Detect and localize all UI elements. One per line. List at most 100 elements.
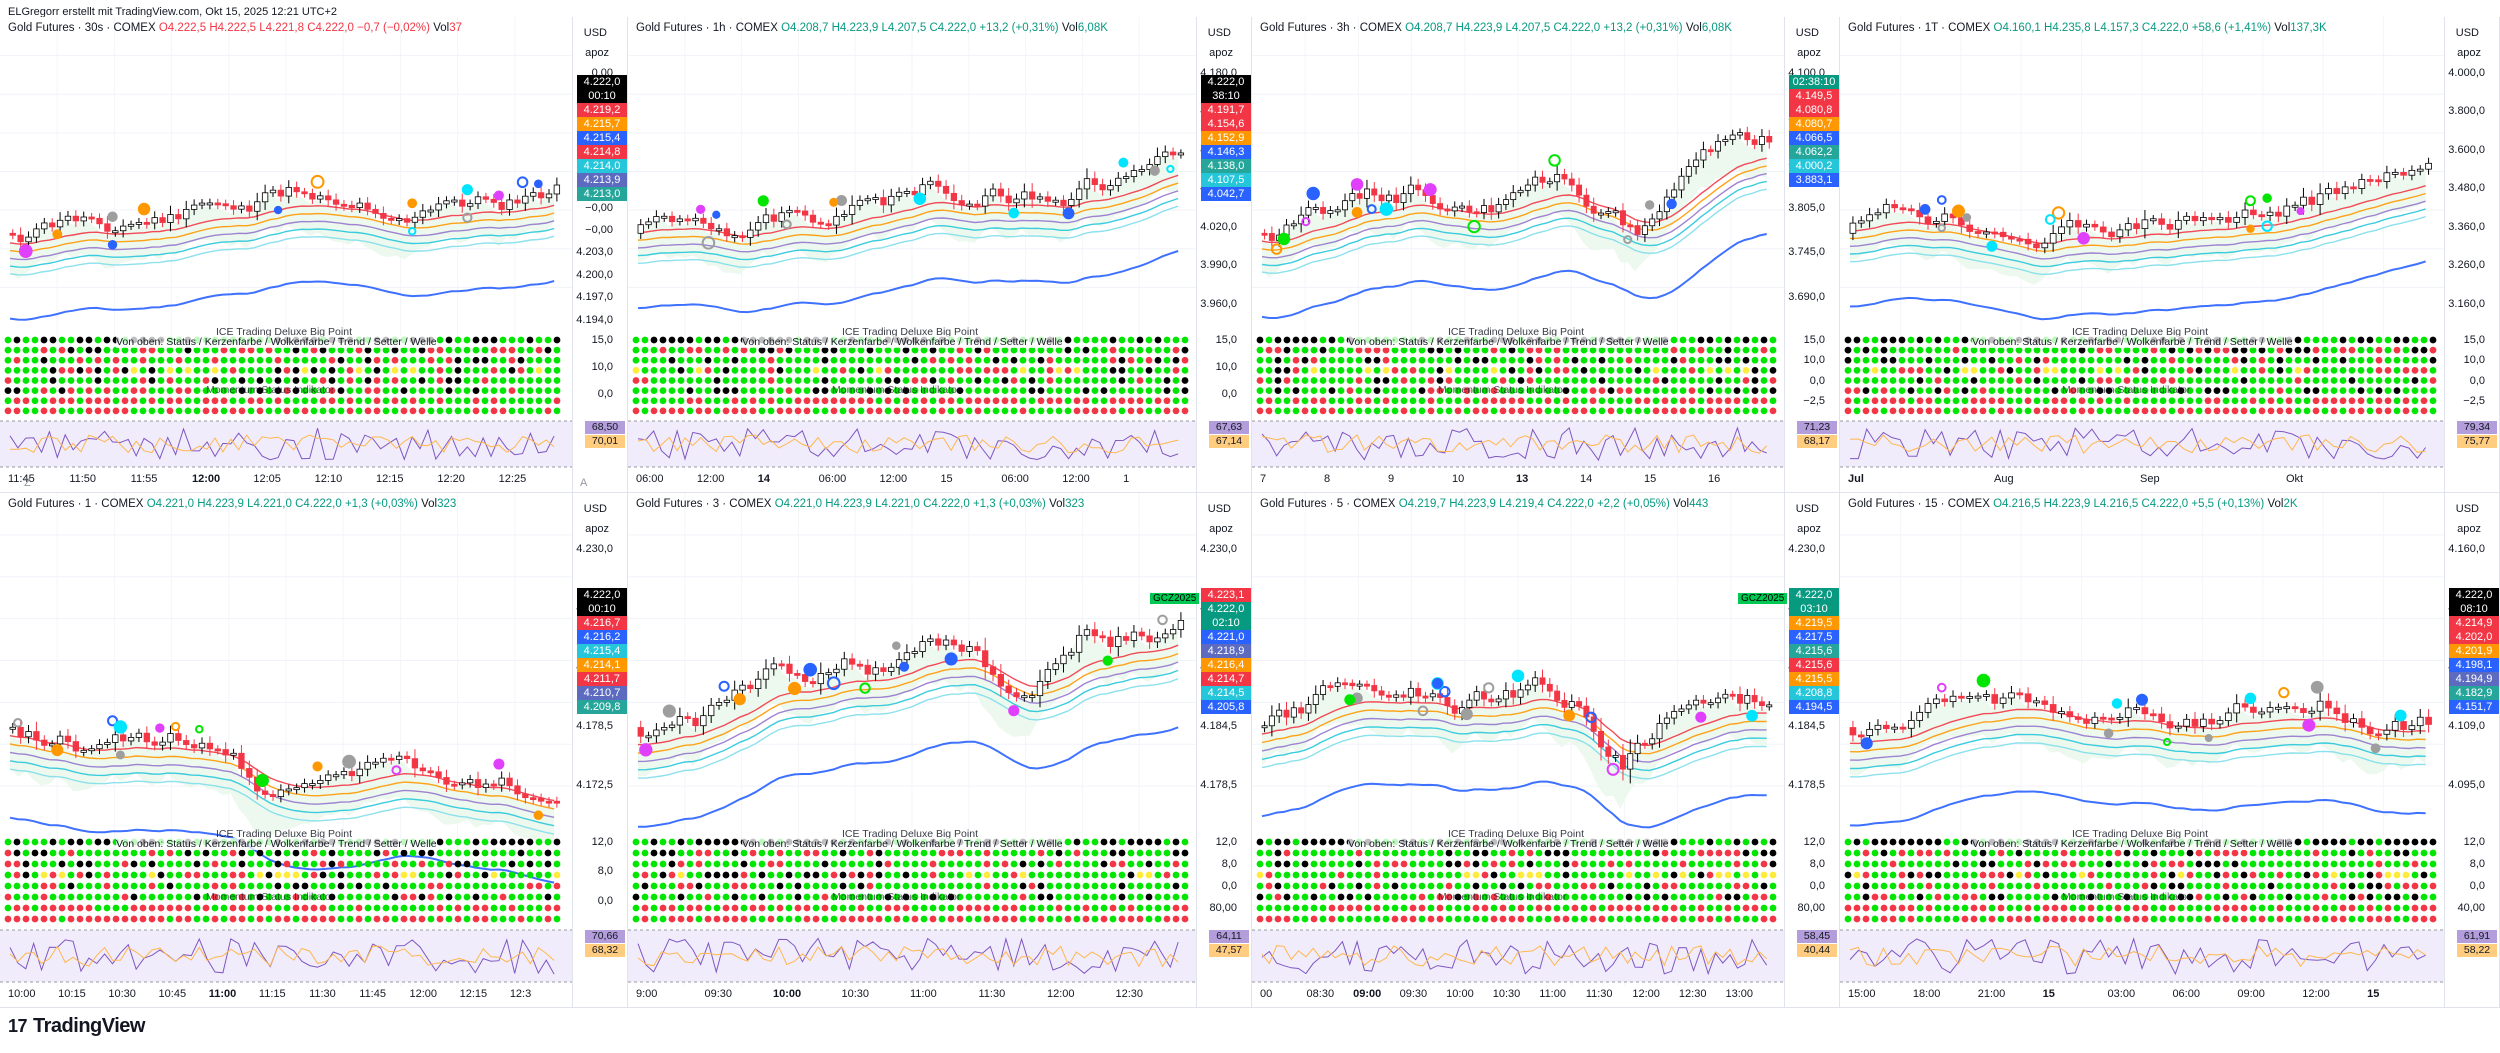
time-axis-label: 11:00 bbox=[208, 988, 237, 1000]
candle bbox=[1983, 227, 1990, 239]
currency-label[interactable]: USD bbox=[2455, 503, 2479, 515]
price-label: 08:10 bbox=[2449, 602, 2499, 616]
candle bbox=[1916, 705, 1923, 728]
candle bbox=[1068, 648, 1075, 660]
chart-pane[interactable]: Gold Futures · 30s · COMEX O4.222,5 H4.2… bbox=[0, 17, 628, 493]
scale-mode-label[interactable]: apoz bbox=[2457, 523, 2481, 535]
zoom-z-button[interactable]: Z bbox=[24, 477, 31, 489]
price-scale[interactable]: USD apoz4.100,03.940,03.865,03.805,03.74… bbox=[1784, 17, 1839, 492]
price-scale[interactable]: USD apoz4.180,04.140,04.100,04.060,04.02… bbox=[1196, 17, 1251, 492]
candle bbox=[2158, 706, 2165, 729]
momentum-label: Momentum Status Indikator bbox=[206, 890, 335, 903]
moving-average-line bbox=[1261, 780, 1767, 829]
ohlc-low: L4.207,5 bbox=[1505, 22, 1551, 34]
price-scale[interactable]: USD apoz 4.000,0 3.800,0 3.600,0 3.480,0 3.36… bbox=[2444, 17, 2499, 492]
chart-pane[interactable]: Gold Futures · 1T · COMEX O4.160,1 H4.23… bbox=[1840, 17, 2500, 493]
pane-title[interactable]: Gold Futures · 30s · COMEX O4.222,5 H4.2… bbox=[8, 22, 462, 34]
scale-mode-label[interactable]: apoz bbox=[1797, 523, 1821, 535]
chart-pane[interactable]: Gold Futures · 3 · COMEX O4.221,0 H4.223… bbox=[628, 493, 1252, 1008]
tradingview-logo[interactable]: 17 TradingView bbox=[8, 1015, 145, 1038]
price-chart[interactable] bbox=[628, 493, 1252, 1008]
price-chart[interactable] bbox=[0, 17, 628, 493]
chart-pane[interactable]: Gold Futures · 3h · COMEX O4.208,7 H4.22… bbox=[1252, 17, 1840, 493]
pane-title[interactable]: Gold Futures · 1 · COMEX O4.221,0 H4.223… bbox=[8, 498, 456, 510]
time-axis-label: 9 bbox=[1388, 473, 1395, 485]
signal-dot bbox=[462, 212, 473, 223]
currency-label[interactable]: USD bbox=[1795, 27, 1819, 39]
signal-dot bbox=[1460, 708, 1473, 721]
candle bbox=[1276, 703, 1283, 723]
candle bbox=[2316, 183, 2324, 215]
currency-label[interactable]: USD bbox=[2455, 27, 2479, 39]
currency-label[interactable]: USD bbox=[1795, 503, 1819, 515]
pane-title[interactable]: Gold Futures · 3h · COMEX O4.208,7 H4.22… bbox=[1260, 22, 1732, 34]
candle bbox=[1857, 731, 1865, 741]
pane-title[interactable]: Gold Futures · 3 · COMEX O4.221,0 H4.223… bbox=[636, 498, 1084, 510]
candle bbox=[372, 758, 379, 769]
signal-dot bbox=[2111, 698, 2123, 709]
signal-dot bbox=[533, 810, 544, 820]
pane-title[interactable]: Gold Futures · 1h · COMEX O4.208,7 H4.22… bbox=[636, 22, 1108, 34]
candle bbox=[1958, 692, 1965, 703]
tradingview-logo-text: TradingView bbox=[33, 1015, 145, 1037]
price-scale[interactable]: USD apoz4.230,04.190,54.184,54.178,54.17… bbox=[572, 493, 627, 1007]
scale-mode-label[interactable]: apoz bbox=[585, 523, 609, 535]
price-chart[interactable] bbox=[1252, 17, 1840, 493]
candle bbox=[966, 640, 973, 658]
rsi-value-label: 68,50 bbox=[585, 421, 625, 434]
candle bbox=[1429, 689, 1436, 702]
candle bbox=[833, 663, 840, 679]
price-chart[interactable] bbox=[628, 17, 1252, 493]
auto-scale-button[interactable]: A bbox=[580, 477, 588, 489]
pane-title[interactable]: Gold Futures · 15 · COMEX O4.216,5 H4.22… bbox=[1848, 498, 2298, 510]
price-label: 4.214,0 bbox=[577, 159, 627, 173]
rsi-line bbox=[9, 937, 555, 975]
rsi-line bbox=[9, 427, 555, 461]
candle bbox=[1334, 677, 1341, 692]
scale-mode-label[interactable]: apoz bbox=[1209, 47, 1233, 59]
currency-label[interactable]: USD bbox=[1207, 503, 1231, 515]
moving-average-line bbox=[1261, 715, 1767, 763]
price-chart[interactable] bbox=[1252, 493, 1840, 1008]
scale-mode-label[interactable]: apoz bbox=[1209, 523, 1233, 535]
time-axis-label: 7 bbox=[1260, 473, 1267, 485]
candle bbox=[1091, 171, 1098, 192]
rsi-value-label: 67,14 bbox=[1209, 435, 1249, 448]
candle bbox=[2099, 221, 2107, 238]
price-scale[interactable]: USD apoz0,000,000,000,00−0,00−0,00−0,00−… bbox=[572, 17, 627, 492]
candle bbox=[41, 735, 48, 751]
currency-label[interactable]: USD bbox=[583, 503, 607, 515]
candle bbox=[1722, 688, 1729, 704]
price-scale[interactable]: USD apoz4.160,04.140,04.125,04.109,04.09… bbox=[2444, 493, 2499, 1007]
candle bbox=[104, 738, 111, 749]
price-scale[interactable]: USD apoz4.230,04.196,54.190,54.184,54.17… bbox=[1784, 493, 1839, 1007]
scale-mode-label[interactable]: apoz bbox=[2457, 47, 2481, 59]
ohlc-open: O4.208,7 bbox=[1405, 22, 1453, 34]
currency-label[interactable]: USD bbox=[583, 27, 607, 39]
pane-title[interactable]: Gold Futures · 1T · COMEX O4.160,1 H4.23… bbox=[1848, 22, 2327, 34]
signal-dot bbox=[2296, 207, 2305, 216]
moving-average-line bbox=[1261, 698, 1767, 747]
signal-dot bbox=[1270, 243, 1283, 255]
candle bbox=[2174, 721, 2182, 733]
chart-pane[interactable]: Gold Futures · 5 · COMEX O4.219,7 H4.223… bbox=[1252, 493, 1840, 1008]
price-label: 4.107,5 bbox=[1201, 173, 1251, 187]
candle bbox=[1052, 196, 1059, 206]
trend-cloud bbox=[638, 155, 1179, 275]
price-chart[interactable] bbox=[1840, 493, 2500, 1008]
price-chart[interactable] bbox=[1840, 17, 2500, 493]
chart-pane[interactable]: Gold Futures · 1h · COMEX O4.208,7 H4.22… bbox=[628, 17, 1252, 493]
candle bbox=[1107, 179, 1114, 196]
candle bbox=[2258, 707, 2266, 719]
pane-title[interactable]: Gold Futures · 5 · COMEX O4.219,7 H4.223… bbox=[1260, 498, 1708, 510]
price-scale[interactable]: USD apoz4.230,04.196,54.190,54.184,54.17… bbox=[1196, 493, 1251, 1007]
currency-label[interactable]: USD bbox=[1207, 27, 1231, 39]
chart-pane[interactable]: Gold Futures · 1 · COMEX O4.221,0 H4.223… bbox=[0, 493, 628, 1008]
rsi-signal-line bbox=[9, 945, 555, 967]
candle bbox=[1882, 198, 1890, 219]
candle bbox=[997, 664, 1004, 697]
chart-pane[interactable]: Gold Futures · 15 · COMEX O4.216,5 H4.22… bbox=[1840, 493, 2500, 1008]
scale-mode-label[interactable]: apoz bbox=[1797, 47, 1821, 59]
scale-mode-label[interactable]: apoz bbox=[585, 47, 609, 59]
price-chart[interactable] bbox=[0, 493, 628, 1008]
